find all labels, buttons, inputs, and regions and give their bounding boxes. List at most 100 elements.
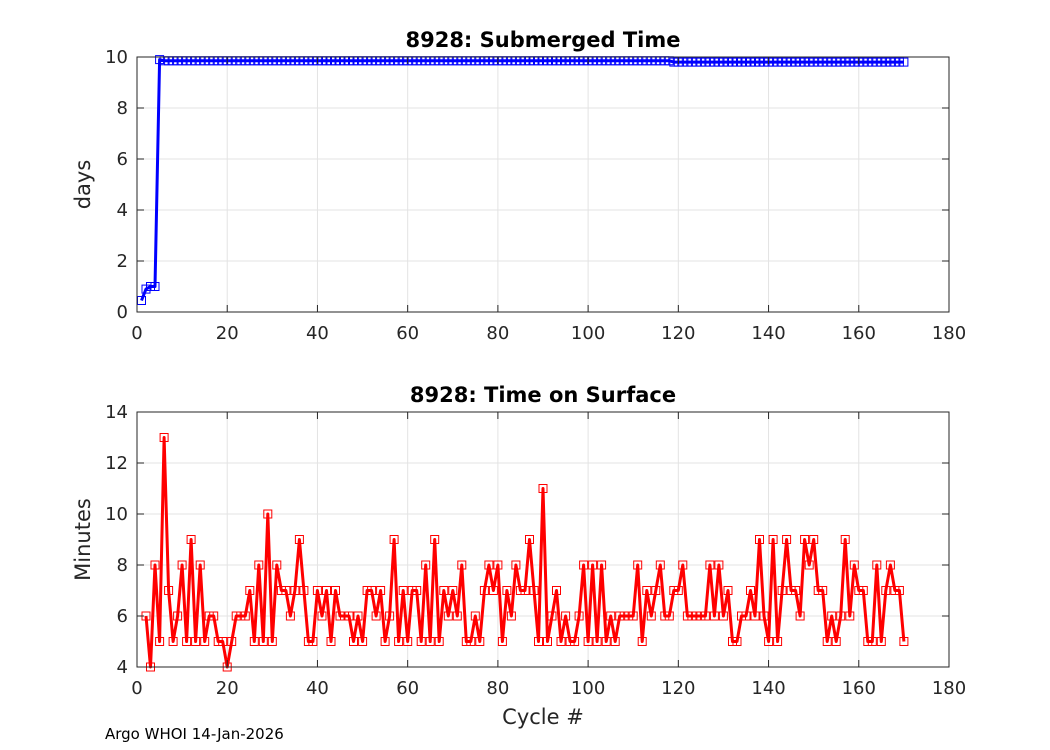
submerged-time-chart: 0 20 40 60 80 100 120 140 160 180 0 2 4 6 8 10 days 8928:… (71, 28, 966, 344)
surface-data-point (299, 586, 309, 595)
surface-time-title: 8928: Time on Surface (410, 383, 676, 407)
surface-data-point (263, 509, 273, 519)
surface-data-point (709, 611, 719, 621)
surface-data-point (525, 535, 534, 544)
submerged-x-tick-label: 120 (661, 323, 695, 344)
surface-data-point (466, 637, 476, 646)
surface-data-point (281, 586, 291, 595)
surface-data-point (791, 586, 801, 595)
surface-data-point (367, 586, 377, 595)
surface-x-tick-label: 40 (306, 678, 329, 699)
surface-data-point (538, 484, 548, 493)
surface-data-point (326, 637, 336, 646)
submerged-y-axis-label: days (71, 160, 95, 210)
surface-data-point (371, 611, 381, 621)
surface-data-point (308, 637, 318, 646)
surface-data-point (570, 637, 580, 646)
surface-data-point (664, 611, 674, 621)
surface-data-point (705, 560, 715, 570)
surface-data-point (479, 586, 489, 595)
surface-data-point (421, 560, 431, 570)
submerged-data-point (840, 57, 850, 67)
surface-data-point (403, 637, 413, 646)
submerged-time-title: 8928: Submerged Time (405, 28, 680, 52)
surface-data-point (344, 611, 354, 621)
surface-data-point (448, 586, 458, 595)
surface-data-point (353, 611, 363, 621)
surface-data-point (840, 535, 850, 544)
surface-data-point (764, 637, 774, 646)
surface-data-point (637, 637, 647, 646)
surface-data-point (502, 586, 512, 595)
surface-data-point (389, 535, 399, 544)
surface-data-point (317, 611, 327, 621)
surface-data-point (822, 637, 832, 646)
submerged-y-tick-label: 6 (117, 149, 128, 170)
surface-x-tick-label: 180 (932, 678, 966, 699)
surface-data-point (159, 433, 169, 442)
surface-x-tick-label: 0 (131, 678, 142, 699)
surface-data-point (597, 560, 607, 570)
submerged-y-tick-label: 0 (117, 302, 128, 323)
surface-data-point (836, 611, 846, 621)
submerged-plot-area (137, 57, 949, 312)
surface-data-point (642, 586, 652, 595)
surface-data-point (872, 560, 882, 570)
surface-data-point (579, 560, 589, 570)
surface-data-point (678, 560, 688, 570)
submerged-x-tick-label: 0 (131, 323, 142, 344)
surface-data-point (773, 637, 783, 646)
surface-data-point (534, 637, 543, 646)
submerged-data-point (881, 57, 891, 67)
surface-data-point (488, 586, 498, 595)
surface-data-point (606, 611, 616, 621)
surface-x-tick-label: 60 (396, 678, 419, 699)
surface-data-point (588, 560, 598, 570)
surface-data-point (592, 637, 602, 646)
surface-data-point (195, 560, 205, 570)
surface-data-point (511, 560, 521, 570)
surface-x-tick-label: 100 (571, 678, 605, 699)
surface-data-point (155, 637, 165, 646)
surface-data-point (795, 611, 805, 621)
submerged-x-tick-label: 140 (751, 323, 785, 344)
surface-x-tick-label: 160 (842, 678, 876, 699)
surface-data-point (173, 611, 183, 621)
surface-y-axis-label: Minutes (71, 498, 95, 581)
surface-data-point (452, 611, 462, 621)
submerged-x-tick-label: 80 (486, 323, 509, 344)
surface-data-point (425, 637, 435, 646)
surface-data-point (285, 611, 295, 621)
surface-data-point (227, 637, 237, 646)
submerged-x-tick-label: 180 (932, 323, 966, 344)
surface-data-point (439, 586, 449, 595)
surface-data-point (394, 637, 404, 646)
surface-data-point (723, 586, 733, 595)
surface-data-point (655, 560, 665, 570)
surface-y-tick-label: 4 (117, 657, 128, 678)
surface-data-point (267, 637, 277, 646)
surface-data-point (376, 586, 386, 595)
surface-data-point (831, 637, 841, 646)
surface-data-point (849, 560, 859, 570)
surface-data-point (385, 611, 395, 621)
surface-data-point (430, 535, 440, 544)
surface-data-point (312, 586, 322, 595)
surface-y-tick-label: 6 (117, 606, 128, 627)
surface-data-point (827, 611, 837, 621)
submerged-data-point (800, 57, 810, 67)
surface-data-point (610, 637, 620, 646)
submerged-x-tick-label: 100 (571, 323, 605, 344)
surface-x-tick-label: 140 (751, 678, 785, 699)
surface-data-point (186, 535, 196, 544)
surface-data-point (272, 560, 282, 570)
surface-data-point (800, 535, 810, 544)
surface-data-point (746, 586, 755, 595)
surface-data-point (543, 637, 552, 646)
submerged-y-tick-label: 4 (117, 200, 128, 221)
surface-data-point (515, 586, 525, 595)
surface-data-point (177, 560, 187, 570)
surface-data-point (768, 535, 778, 544)
surface-data-point (443, 611, 453, 621)
